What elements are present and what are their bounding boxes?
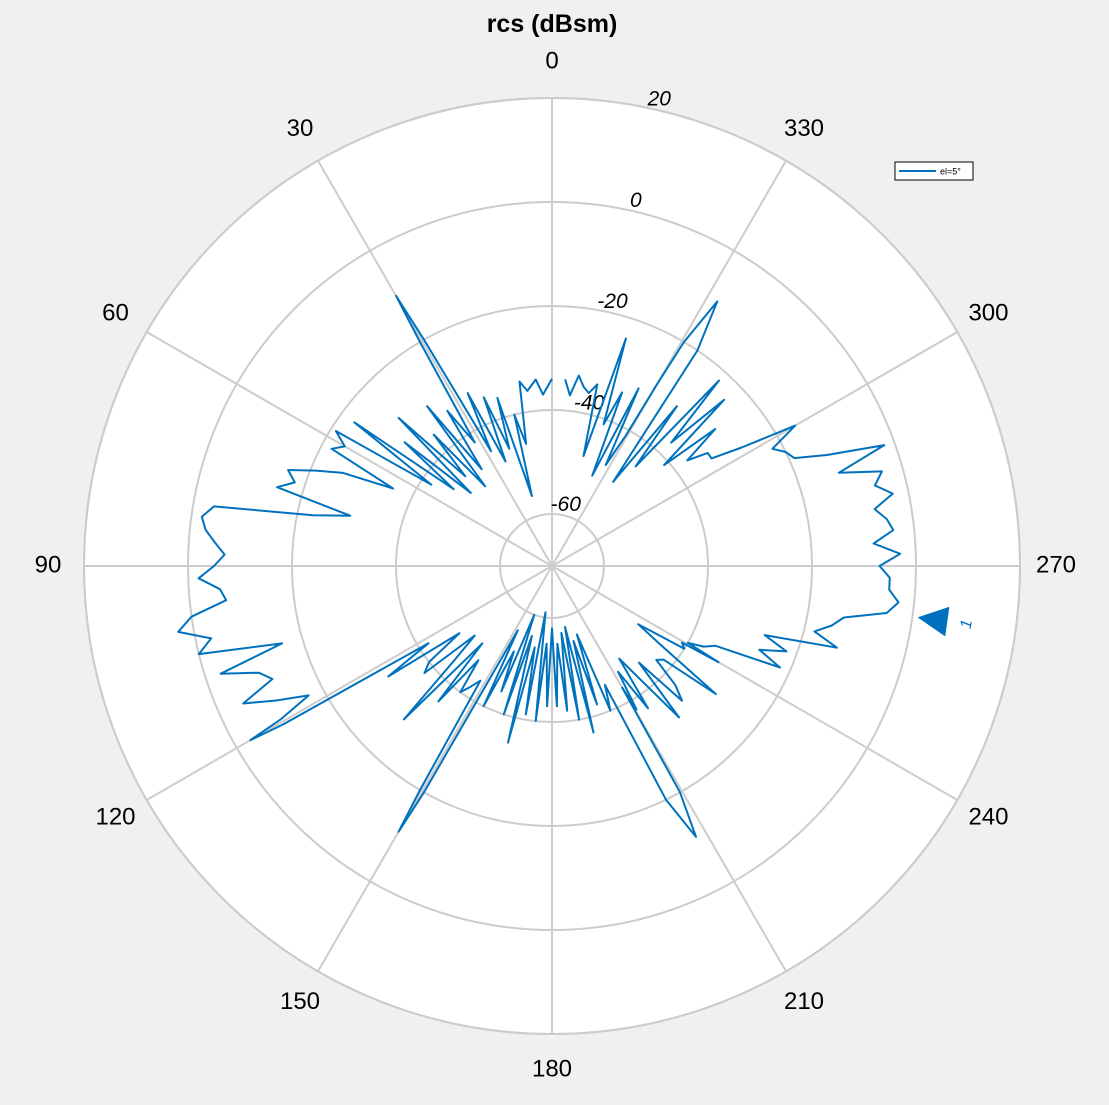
angle-grid-line	[551, 565, 787, 972]
angle-tick-label: 330	[784, 115, 824, 142]
angle-grid-line	[317, 565, 553, 972]
series-layer	[177, 294, 902, 838]
data-marker-triangle[interactable]	[917, 606, 950, 637]
radial-tick-label: 0	[630, 189, 642, 212]
polar-grid	[83, 97, 1021, 1035]
radial-tick-label: 20	[647, 88, 672, 111]
angle-tick-label: 120	[95, 803, 135, 830]
legend-entry-label: el=5°	[940, 167, 961, 177]
angle-grid-line	[551, 565, 958, 801]
radial-grid-ring	[83, 97, 1021, 1035]
angle-tick-label: 150	[280, 988, 320, 1015]
chart-title: rcs (dBsm)	[487, 10, 618, 38]
angle-tick-label: 0	[545, 47, 558, 74]
radial-grid-ring	[187, 201, 917, 931]
angle-tick-label: 300	[968, 299, 1008, 326]
angle-tick-label: 90	[35, 551, 62, 578]
angle-tick-label: 270	[1036, 551, 1076, 578]
angle-tick-label: 210	[784, 988, 824, 1015]
radial-tick-label: -20	[597, 290, 628, 313]
angle-tick-label: 60	[102, 299, 129, 326]
radial-grid-ring	[499, 513, 605, 619]
angle-tick-label: 30	[287, 115, 314, 142]
series-line	[177, 294, 902, 838]
radial-tick-label: -40	[574, 392, 605, 415]
data-marker-layer: 1	[917, 606, 976, 637]
radial-grid-ring	[395, 409, 709, 723]
angle-grid-line	[551, 331, 958, 567]
data-marker-label: 1	[958, 618, 976, 630]
angle-tick-label: 240	[968, 803, 1008, 830]
radial-tick-label: -60	[551, 493, 582, 516]
angle-grid-line	[317, 160, 553, 567]
angle-tick-label: 180	[532, 1055, 572, 1082]
angle-grid-line	[146, 565, 553, 801]
legend[interactable]: el=5°	[894, 161, 974, 181]
radial-tick-labels: -60 -40 -20 0 20	[551, 88, 672, 516]
angle-grid-line	[146, 331, 553, 567]
radial-grid-ring	[291, 305, 813, 827]
angle-grid-line	[551, 160, 787, 567]
